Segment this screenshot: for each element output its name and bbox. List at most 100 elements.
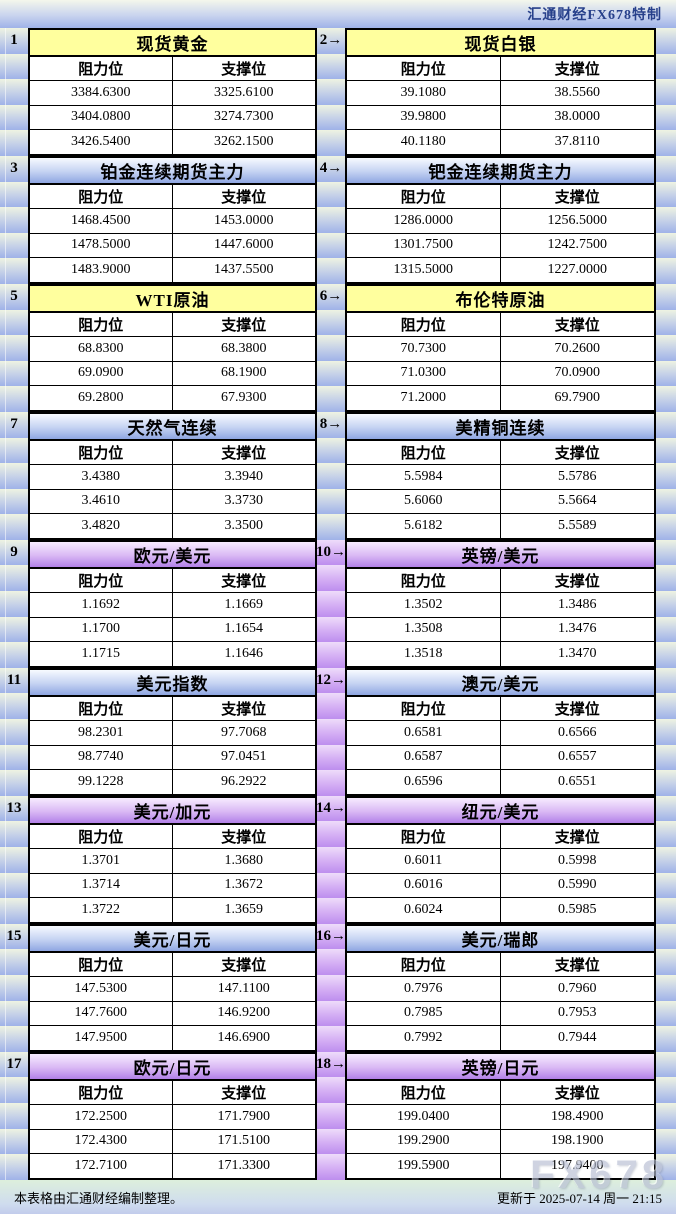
instrument-header: 现货黄金 (30, 30, 315, 57)
support-value: 0.5998 (558, 852, 597, 868)
resistance-value: 39.1080 (347, 81, 501, 105)
support-value: 0.6551 (558, 773, 597, 789)
table-row: 3.4820 3.3500 (30, 513, 315, 538)
instrument-block: 铂金连续期货主力 阻力位 支撑位 1468.4500 1453.0000 1478.500… (28, 156, 317, 284)
table-row: 3426.5400 3262.1500 (30, 129, 315, 154)
support-value: 3.3500 (224, 517, 264, 533)
table-row: 199.0400 198.4900 (347, 1105, 654, 1130)
background-band (0, 360, 28, 387)
support-value: 0.5990 (558, 877, 597, 893)
row-number-arrow-label: 4→ (317, 155, 345, 182)
support-value: 0.6557 (558, 749, 597, 765)
support-value: 37.8110 (554, 133, 600, 149)
resistance-value: 39.9800 (347, 105, 501, 129)
background-band (656, 463, 676, 489)
background-band (656, 744, 676, 771)
support-value: 198.4900 (551, 1108, 604, 1124)
table-row: 69.0900 68.1900 (30, 361, 315, 386)
background-band (317, 693, 345, 720)
resistance-value: 3426.5400 (30, 129, 173, 154)
table-row: 1286.0000 1256.5000 (347, 209, 654, 234)
support-value: 0.7944 (558, 1029, 597, 1045)
footer-bar: 本表格由汇通财经编制整理。 更新于 2025-07-14 周一 21:15 (0, 1180, 676, 1214)
resistance-value: 147.9500 (30, 1025, 173, 1050)
resistance-column-header: 阻力位 (30, 953, 173, 977)
table-row: 5.5984 5.5786 (347, 465, 654, 490)
instrument-block: 现货白银 阻力位 支撑位 39.1080 38.5560 39.9800 38.0000 40… (345, 28, 656, 156)
column-header-row: 阻力位 支撑位 (30, 569, 315, 594)
background-band (656, 642, 676, 668)
background-band (0, 821, 28, 847)
instrument-block: 美元/日元 阻力位 支撑位 147.5300 147.1100 147.7600 146.9… (28, 924, 317, 1052)
background-band (656, 411, 676, 438)
resistance-value: 1.1700 (30, 617, 173, 641)
resistance-value: 172.4300 (30, 1129, 173, 1153)
instrument-block: 布伦特原油 阻力位 支撑位 70.7300 70.2600 71.0300 70.0900 7… (345, 284, 656, 412)
background-band (0, 616, 28, 643)
background-band (0, 130, 28, 156)
background-band (0, 1026, 28, 1052)
table-row: 0.6024 0.5985 (347, 897, 654, 922)
support-value: 0.5985 (558, 901, 597, 917)
background-band (656, 130, 676, 156)
instrument-block: 纽元/美元 阻力位 支撑位 0.6011 0.5998 0.6016 0.5990 0.602… (345, 796, 656, 924)
background-band (317, 770, 345, 796)
support-value: 70.2600 (554, 340, 601, 356)
support-value: 1.1654 (224, 621, 264, 637)
column-header-row: 阻力位 支撑位 (30, 185, 315, 210)
background-band (656, 667, 676, 694)
support-value: 1437.5500 (214, 261, 274, 277)
resistance-value: 68.8300 (30, 337, 173, 361)
support-value: 1242.7500 (547, 237, 608, 253)
background-band (656, 847, 676, 873)
support-column-header: 支撑位 (554, 574, 600, 591)
background-band (656, 181, 676, 208)
resistance-value: 3.4820 (30, 513, 173, 538)
table-row: 0.7985 0.7953 (347, 1001, 654, 1026)
row-number-arrow-label: 14→ (316, 795, 346, 822)
resistance-column-header: 阻力位 (347, 569, 501, 593)
table-row: 98.2301 97.7068 (30, 721, 315, 746)
background-band (656, 1000, 676, 1027)
background-band (0, 693, 28, 720)
resistance-value: 1286.0000 (347, 209, 501, 233)
table-row: 1.1715 1.1646 (30, 641, 315, 666)
instrument-block: 欧元/美元 阻力位 支撑位 1.1692 1.1669 1.1700 1.1654 1.171… (28, 540, 317, 668)
background-band (0, 744, 28, 771)
table-row: 5.6182 5.5589 (347, 513, 654, 538)
background-band (656, 693, 676, 720)
table-row: 3384.6300 3325.6100 (30, 81, 315, 106)
background-band (656, 1154, 676, 1180)
table-row: 39.9800 38.0000 (347, 105, 654, 130)
resistance-value: 172.7100 (30, 1153, 173, 1178)
row-number-label: 1 (0, 28, 28, 54)
background-band (317, 898, 345, 924)
resistance-value: 70.7300 (347, 337, 501, 361)
resistance-column-header: 阻力位 (347, 1081, 501, 1105)
background-band (0, 463, 28, 489)
resistance-column-header: 阻力位 (30, 1081, 173, 1105)
resistance-value: 1483.9000 (30, 257, 173, 282)
table-row: 70.7300 70.2600 (347, 337, 654, 362)
row-number-label: 7 (0, 411, 28, 438)
table-row: 0.7976 0.7960 (347, 977, 654, 1002)
background-band (0, 565, 28, 592)
background-band (317, 1154, 345, 1180)
table-row: 199.5900 197.9400 (347, 1153, 654, 1178)
table-row: 1478.5000 1447.6000 (30, 233, 315, 258)
resistance-column-header: 阻力位 (347, 953, 501, 977)
background-band (317, 130, 345, 156)
background-band (0, 1154, 28, 1180)
row-number-label: 3 (0, 155, 28, 182)
instrument-block: WTI原油 阻力位 支撑位 68.8300 68.3800 69.0900 68.1900 6… (28, 284, 317, 412)
background-band (656, 1026, 676, 1052)
resistance-value: 1.3714 (30, 873, 173, 897)
background-band (0, 1128, 28, 1155)
background-band (0, 437, 28, 464)
instrument-block: 钯金连续期货主力 阻力位 支撑位 1286.0000 1256.5000 1301.750… (345, 156, 656, 284)
resistance-column-header: 阻力位 (30, 441, 173, 465)
table-row: 1.1692 1.1669 (30, 593, 315, 618)
support-value: 0.6566 (558, 724, 597, 740)
background-band (317, 79, 345, 105)
resistance-column-header: 阻力位 (30, 825, 173, 849)
